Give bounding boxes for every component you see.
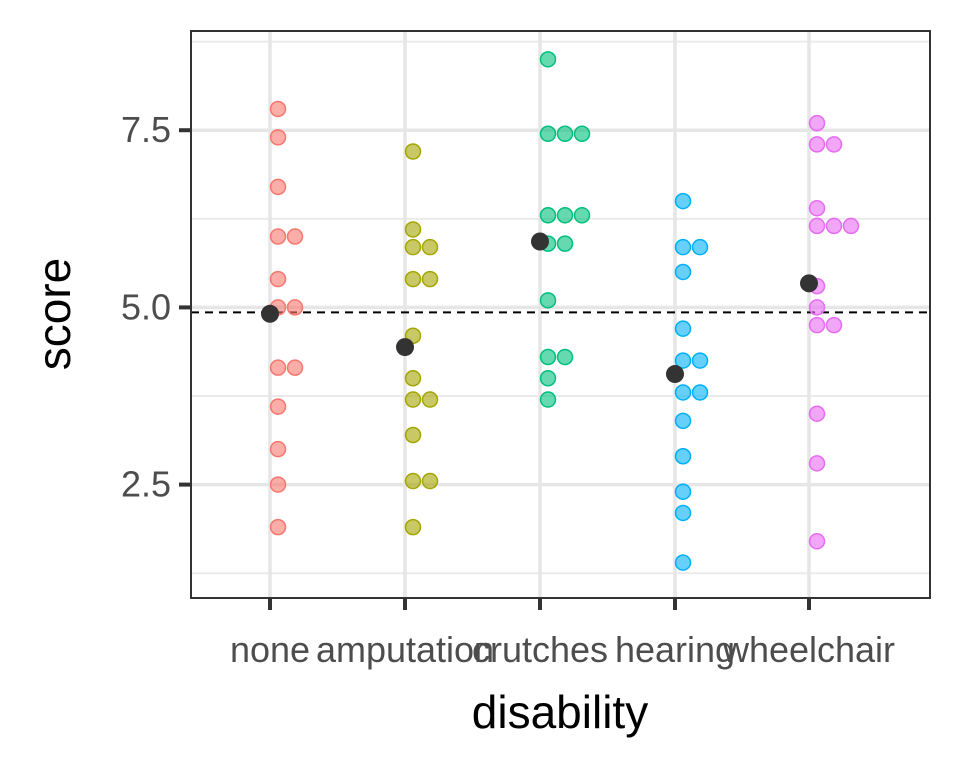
data-point (404, 518, 422, 536)
y-axis-title: score (28, 258, 80, 370)
mean-point (666, 365, 684, 384)
data-point (808, 299, 826, 316)
x-axis-title: disability (472, 686, 648, 738)
data-point (539, 348, 557, 366)
data-point (404, 426, 422, 444)
data-point (808, 114, 826, 132)
data-point (556, 125, 574, 143)
data-point (691, 238, 709, 256)
x-tick-label: crutches (472, 629, 608, 670)
data-point (421, 391, 439, 408)
mean-point (261, 304, 279, 323)
panel-background (191, 31, 930, 598)
data-point (674, 504, 692, 522)
data-point (674, 483, 692, 500)
mean-point (396, 338, 414, 357)
data-point (808, 455, 826, 472)
data-point (825, 217, 843, 235)
data-point (539, 292, 557, 309)
data-point (674, 192, 692, 210)
data-point (556, 207, 574, 224)
data-point (269, 228, 287, 245)
data-point (539, 370, 557, 387)
data-point (539, 391, 557, 408)
x-tick-label: amputation (316, 629, 494, 670)
data-point (269, 398, 287, 415)
y-tick-label: 7.5 (121, 109, 171, 150)
data-point (674, 352, 692, 369)
y-axis: 2.5 5.0 7.5 (121, 109, 191, 505)
data-point (674, 263, 692, 281)
data-point (539, 125, 557, 143)
data-point (404, 238, 422, 256)
data-point (808, 316, 826, 334)
data-point (691, 384, 709, 401)
data-point (421, 238, 439, 256)
data-point (674, 238, 692, 256)
data-point (404, 391, 422, 408)
data-point (539, 207, 557, 224)
major-gridlines (191, 31, 930, 598)
data-point (269, 476, 287, 493)
panel-border (190, 30, 931, 599)
x-tick-label: wheelchair (722, 629, 895, 670)
data-point (573, 125, 591, 143)
data-point (286, 228, 304, 245)
data-point (404, 370, 422, 387)
data-point (421, 270, 439, 288)
data-point (674, 554, 692, 571)
data-point (556, 235, 574, 252)
data-point (842, 217, 860, 235)
data-point (691, 352, 709, 369)
data-point (286, 359, 304, 376)
data-point (269, 178, 287, 196)
data-point (808, 199, 826, 217)
data-point (404, 270, 422, 288)
data-point (808, 136, 826, 153)
data-point (808, 405, 826, 422)
data-point (269, 359, 287, 376)
y-tick-label: 2.5 (121, 464, 171, 505)
data-point (825, 316, 843, 334)
data-point (539, 51, 557, 68)
y-tick-label: 5.0 (121, 286, 171, 327)
data-point (573, 207, 591, 224)
data-point (808, 217, 826, 235)
x-tick-label: none (230, 629, 310, 670)
data-point (556, 348, 574, 366)
data-point (674, 412, 692, 430)
data-point (674, 384, 692, 401)
mean-point (531, 232, 549, 251)
mean-point (800, 274, 818, 293)
x-tick-label: hearing (615, 629, 735, 670)
mean-points (261, 232, 818, 384)
data-point (269, 270, 287, 288)
data-point (404, 472, 422, 490)
data-points (269, 51, 860, 571)
data-point (269, 100, 287, 118)
data-point (674, 320, 692, 337)
data-point (808, 533, 826, 550)
data-point (269, 518, 287, 536)
data-point (269, 440, 287, 458)
data-point (286, 299, 304, 316)
data-point (825, 136, 843, 153)
data-point (404, 143, 422, 160)
data-point (269, 129, 287, 146)
data-point (404, 221, 422, 238)
data-point (421, 472, 439, 490)
data-point (674, 448, 692, 465)
